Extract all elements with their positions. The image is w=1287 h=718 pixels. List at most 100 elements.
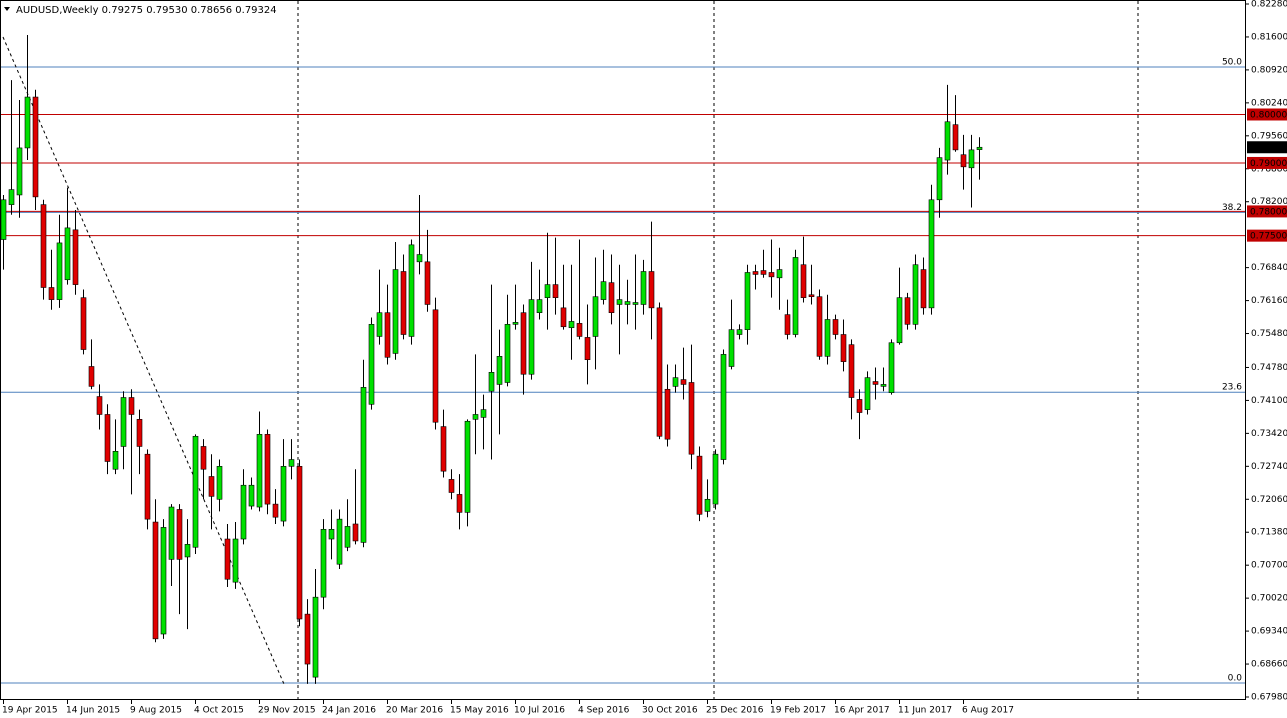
candle-body [176,509,183,560]
candle-body [456,494,463,513]
price-tag [1247,141,1287,154]
candle-body [736,329,743,335]
candle-body [0,199,7,240]
candle-body [960,154,967,168]
candle-body [168,506,175,560]
candle-body [624,301,631,305]
candle-body [816,296,823,357]
x-tick-label: 24 Jan 2016 [322,706,376,716]
candle-body [328,529,335,540]
level-tag [1247,205,1287,218]
candle-body [944,121,951,161]
candle-body [864,377,871,410]
candle-body [688,382,695,455]
candle-body [160,527,167,635]
candle-body [976,146,983,150]
candle-body [416,254,423,263]
candle-body [536,299,543,314]
y-tick-label: 0.67980 [1251,693,1287,703]
candle-body [408,244,415,337]
candle-body [856,399,863,413]
candle-body [496,356,503,385]
candle-body [264,434,271,505]
candle-body [872,381,879,385]
candle-body [776,269,783,279]
candle-body [392,269,399,354]
candle-body [920,269,927,309]
x-tick-label: 19 Apr 2015 [2,706,58,716]
candle-body [560,307,567,328]
candle-body [888,342,895,393]
y-tick-label: 0.82280 [1251,0,1287,10]
y-tick-label: 0.76160 [1251,296,1287,306]
candle-body [952,124,959,151]
candle-body [272,503,279,518]
candle-body [616,299,623,305]
menu-triangle [4,7,10,11]
candle-body [696,455,703,515]
candle-body [608,282,615,313]
candle-body [904,297,911,325]
candle-body [712,453,719,505]
candle-body [880,384,887,387]
x-tick-label: 25 Dec 2016 [706,706,764,716]
candle-body [936,157,943,201]
x-tick-label: 16 Apr 2017 [834,706,890,716]
candle-body [896,297,903,344]
candle-body [312,596,319,678]
candle-body [528,299,535,375]
candle-body [664,388,671,440]
candle-body [584,337,591,361]
candle-body [208,476,215,497]
x-tick-label: 15 May 2016 [450,706,509,716]
candle-body [968,149,975,169]
candle-body [296,466,303,620]
candle-body [40,204,47,288]
candle-body [288,459,295,467]
candle-body [632,302,639,305]
candle-body [512,322,519,325]
x-tick-label: 14 Jun 2015 [66,706,120,716]
y-tick-label: 0.76840 [1251,263,1287,273]
level-tag-label: 0.80000 [1250,110,1287,120]
candle-body [752,271,759,275]
x-tick-label: 10 Jul 2016 [514,706,565,716]
candle-body [96,396,103,415]
candle-body [488,372,495,392]
candle-body [480,409,487,418]
candle-body [216,466,223,500]
candle-body [224,538,231,580]
candle-body [344,526,351,548]
y-tick-label: 0.74780 [1251,363,1287,373]
y-tick-label: 0.70020 [1251,594,1287,604]
candle-body [656,307,663,437]
candle-body [112,450,119,470]
level-tag-label: 0.77500 [1250,232,1287,242]
candle-body [120,397,127,447]
candle-body [704,498,711,512]
y-tick-label: 0.78880 [1251,164,1287,174]
x-tick-label: 11 Jun 2017 [898,706,952,716]
candle-body [648,271,655,309]
price-tag-label: 0.79324 [1250,143,1287,153]
candle-body [64,227,71,281]
candle-body [576,323,583,337]
y-tick-label: 0.72740 [1251,462,1287,472]
candle-body [824,319,831,357]
candle-body [760,270,767,275]
fib-label: 38.2 [1222,203,1242,213]
x-tick-label: 30 Oct 2016 [642,706,698,716]
candle-body [424,261,431,305]
x-tick-label: 9 Aug 2015 [130,706,182,716]
candle-body [240,484,247,540]
candle-body [200,446,207,470]
candle-body [728,329,735,367]
candle-body [72,229,79,285]
candle-body [808,294,815,298]
chart-title: AUDUSD,Weekly 0.79275 0.79530 0.78656 0.… [16,5,277,16]
candle-body [848,344,855,398]
candle-body [672,377,679,387]
candle-body [800,264,807,298]
candle-body [248,484,255,507]
